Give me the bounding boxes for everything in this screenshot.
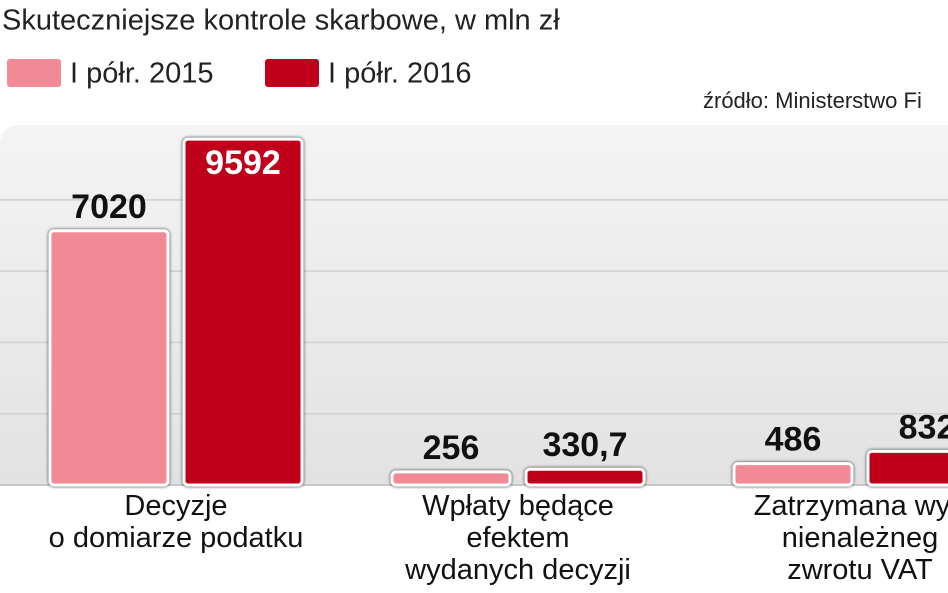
x-tick-label: Decyzje o domiarze podatku — [48, 490, 304, 554]
legend-label: I półr. 2016 — [328, 58, 472, 90]
value-label: 486 — [765, 421, 822, 459]
bar — [182, 137, 304, 487]
value-label: 832 — [899, 408, 948, 446]
legend-swatch — [5, 57, 63, 89]
bar — [524, 467, 646, 487]
x-tick-label: Zatrzymana wyp nienależneg zwrotu VAT — [753, 490, 948, 586]
value-label: 7020 — [71, 188, 147, 226]
bar — [390, 470, 512, 487]
x-tick-label: Wpłaty będące efektem wydanych decyzji — [405, 490, 631, 586]
source: źródło: Ministerstwo Fi — [703, 88, 922, 113]
value-label: 9592 — [205, 144, 281, 182]
value-label: 330,7 — [542, 426, 627, 464]
bar — [48, 229, 170, 487]
bar — [732, 462, 854, 487]
legend-label: I półr. 2015 — [70, 58, 214, 90]
value-label: 256 — [423, 429, 480, 467]
chart-title: Skuteczniejsze kontrole skarbowe, w mln … — [2, 5, 560, 37]
legend-swatch — [263, 57, 321, 89]
bar — [866, 449, 948, 487]
